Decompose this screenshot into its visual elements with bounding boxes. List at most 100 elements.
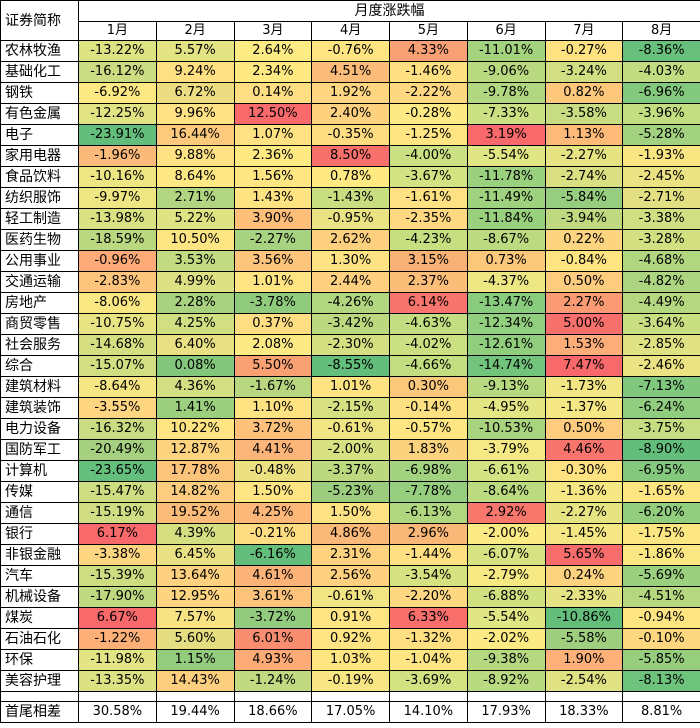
return-cell: -3.94% [544, 208, 624, 230]
row-security-name: 汽车 [0, 565, 79, 587]
return-cell: -2.46% [622, 355, 700, 377]
return-cell: 12.87% [155, 439, 235, 461]
return-cell: -3.67% [389, 166, 468, 188]
row-security-name: 建筑装饰 [0, 397, 79, 419]
return-cell: 4.93% [233, 649, 313, 671]
row-security-name: 综合 [0, 355, 79, 377]
table-row: 环保 -11.98% 1.15% 4.93% 1.03% -1.04% -9.38% 1.90… [0, 649, 700, 671]
return-cell: -4.68% [622, 250, 700, 272]
return-cell: -2.27% [544, 502, 624, 524]
return-cell: -6.07% [466, 544, 546, 566]
return-cell: -3.78% [233, 292, 313, 314]
return-cell: -17.90% [78, 586, 157, 608]
return-cell: 1.03% [311, 649, 390, 671]
return-cell: -3.55% [78, 397, 157, 419]
return-cell: -2.74% [544, 166, 624, 188]
return-cell: -1.04% [389, 649, 468, 671]
return-cell: -16.32% [78, 418, 157, 440]
return-cell: -5.84% [544, 187, 624, 209]
return-cell: -3.79% [466, 439, 546, 461]
return-cell: -3.38% [78, 544, 157, 566]
row-security-name: 电力设备 [0, 418, 79, 440]
spread-cell: 17.05% [311, 701, 390, 723]
table-row: 综合 -15.07% 0.08% 5.50% -8.55% -4.66% -14.74% 7.… [0, 355, 700, 377]
return-cell: 1.07% [233, 124, 313, 146]
return-cell: -1.61% [389, 187, 468, 209]
return-cell: 3.19% [466, 124, 546, 146]
return-cell: 7.57% [155, 607, 235, 629]
return-cell: 0.82% [544, 82, 624, 104]
return-cell: -6.20% [622, 502, 700, 524]
spread-cell: 17.93% [466, 701, 546, 723]
return-cell: 14.82% [155, 481, 235, 503]
row-security-name: 钢铁 [0, 82, 79, 104]
table-row: 机械设备 -17.90% 12.95% 3.61% -0.61% -2.20% -6.88%… [0, 586, 700, 608]
return-cell: -0.14% [389, 397, 468, 419]
return-cell: -23.91% [78, 124, 157, 146]
return-cell: -6.96% [622, 82, 700, 104]
row-security-name: 交通运输 [0, 271, 79, 293]
row-security-name: 传媒 [0, 481, 79, 503]
return-cell: -11.78% [466, 166, 546, 188]
return-cell: 3.72% [233, 418, 313, 440]
return-cell: -0.94% [622, 607, 700, 629]
return-cell: -1.67% [233, 376, 313, 398]
return-cell: 4.99% [155, 271, 235, 293]
return-cell: -0.27% [544, 40, 624, 62]
return-cell: -6.98% [389, 460, 468, 482]
return-cell: -12.34% [466, 313, 546, 335]
return-cell: -11.49% [466, 187, 546, 209]
return-cell: 0.91% [311, 607, 390, 629]
return-cell: 13.64% [155, 565, 235, 587]
row-security-name: 通信 [0, 502, 79, 524]
return-cell: -4.26% [311, 292, 390, 314]
return-cell: -5.85% [622, 649, 700, 671]
return-cell: -18.59% [78, 229, 157, 251]
return-cell: -3.24% [544, 61, 624, 83]
return-cell: -6.61% [466, 460, 546, 482]
return-cell: 1.53% [544, 334, 624, 356]
return-cell: 2.44% [311, 271, 390, 293]
return-cell: -23.65% [78, 460, 157, 482]
return-cell: 5.22% [155, 208, 235, 230]
return-cell: -15.47% [78, 481, 157, 503]
return-cell: 2.34% [233, 61, 313, 83]
return-cell: 6.33% [389, 607, 468, 629]
spacer-cell [622, 691, 700, 702]
return-cell: 2.28% [155, 292, 235, 314]
return-cell: 2.71% [155, 187, 235, 209]
return-cell: -2.27% [233, 229, 313, 251]
return-cell: -4.82% [622, 271, 700, 293]
return-cell: 14.43% [155, 670, 235, 692]
table-row: 交通运输 -2.83% 4.99% 1.01% 2.44% 2.37% -4.37% 0.50… [0, 271, 700, 293]
return-cell: -2.35% [389, 208, 468, 230]
return-cell: -1.44% [389, 544, 468, 566]
table-row: 通信 -15.19% 19.52% 4.25% 1.50% -6.13% 2.92% -2.2… [0, 502, 700, 524]
month-header: 2月 [155, 21, 235, 41]
return-cell: -7.13% [622, 376, 700, 398]
row-security-name: 国防军工 [0, 439, 79, 461]
return-cell: -16.12% [78, 61, 157, 83]
return-cell: 2.40% [311, 103, 390, 125]
return-cell: 5.60% [155, 628, 235, 650]
header-monthly-change: 月度涨跌幅 [78, 0, 700, 22]
return-cell: 4.51% [311, 61, 390, 83]
return-cell: 6.01% [233, 628, 313, 650]
spread-row: 首尾相差 30.58% 19.44% 18.66% 17.05% 14.10% 17.93%… [0, 701, 700, 723]
return-cell: -4.49% [622, 292, 700, 314]
return-cell: 1.56% [233, 166, 313, 188]
table-row: 社会服务 -14.68% 6.40% 2.08% -2.30% -4.02% -12.61%… [0, 334, 700, 356]
return-cell: 3.90% [233, 208, 313, 230]
row-security-name: 环保 [0, 649, 79, 671]
return-cell: 1.41% [155, 397, 235, 419]
spacer-cell [311, 691, 390, 702]
month-header: 1月 [78, 21, 157, 41]
row-security-name: 基础化工 [0, 61, 79, 83]
table-row: 食品饮料 -10.16% 8.64% 1.56% 0.78% -3.67% -11.78% -… [0, 166, 700, 188]
spacer-cell [0, 691, 79, 702]
return-cell: -4.02% [389, 334, 468, 356]
return-cell: 5.65% [544, 544, 624, 566]
return-cell: -3.42% [311, 313, 390, 335]
return-cell: 2.56% [311, 565, 390, 587]
